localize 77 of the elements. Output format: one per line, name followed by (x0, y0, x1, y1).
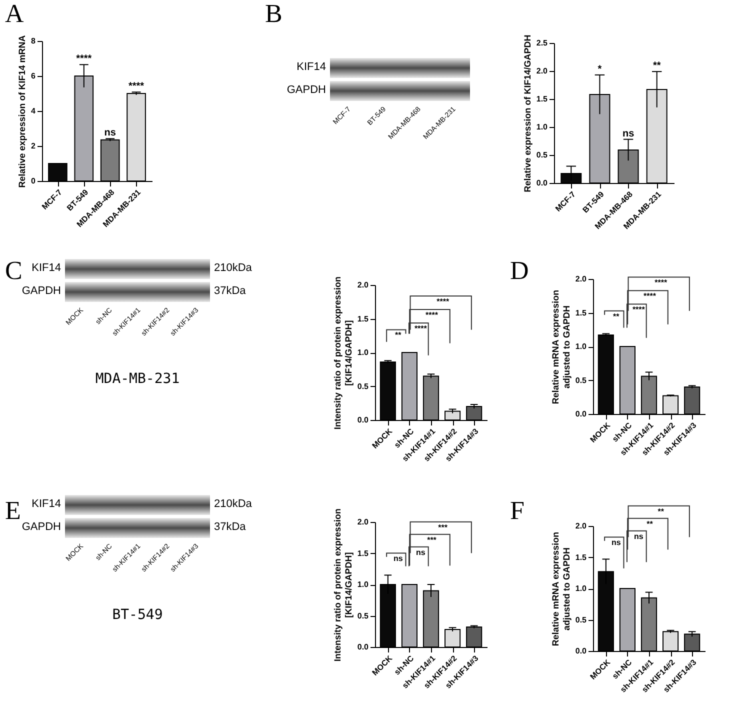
y-tick-label: 1.0 (357, 348, 370, 357)
y-tick-label: 0.0 (536, 178, 548, 188)
y-axis-title: Relative mRNA expression adjusted to GAPDH (550, 290, 572, 404)
chart-title: A (5, 0, 24, 28)
y-tick-label: 0.5 (357, 611, 370, 620)
text: MDA-MB-231 (94, 371, 181, 387)
annotation: ns (104, 128, 116, 139)
text: KIF14 (296, 61, 326, 73)
y-axis-title: Relative mRNA expression adjusted to GAPDH (550, 532, 572, 646)
y-axis-title: Intensity ratio of protein expression [KIF14/GAPDH] (332, 276, 354, 430)
text: C (5, 256, 22, 285)
text: BT-549 (111, 607, 164, 623)
y-tick-label: 2 (31, 142, 36, 150)
y-tick-label: 0.5 (357, 382, 370, 391)
y-tick-label: 2.0 (575, 274, 588, 284)
annotation: ns (416, 548, 426, 557)
y-tick-label: 0.0 (357, 642, 370, 652)
annotation: ** (613, 312, 620, 321)
annotation: ** (652, 60, 661, 72)
annotation: **** (76, 54, 92, 65)
text: 37kDa (214, 521, 246, 533)
y-tick-label: 1.0 (575, 342, 588, 351)
y-tick-label: 0 (31, 176, 36, 186)
y-tick-label: 6 (31, 72, 36, 80)
y-tick-label: 0.0 (575, 646, 588, 656)
chart-title: F (510, 496, 524, 525)
y-tick-label: 2.0 (357, 518, 370, 526)
text: GAPDH (20, 285, 61, 297)
text: GAPDH (22, 521, 61, 533)
annotation: *** (438, 522, 448, 532)
y-tick-label: 1.5 (575, 552, 588, 562)
text: KIF14 (32, 498, 61, 510)
y-tick-label: 1.5 (357, 314, 370, 324)
annotation: ** (395, 330, 402, 340)
text: 210kDa (214, 262, 252, 274)
y-tick-label: 1.5 (536, 94, 548, 104)
y-tick-label: 0.0 (575, 410, 588, 418)
y-axis-title: Relative expression of KIF14/GAPDH (522, 34, 532, 192)
y-tick-label: 1.0 (357, 580, 370, 589)
y-tick-label: 2.5 (536, 38, 548, 48)
text: 37kDa (214, 285, 246, 297)
annotation: *** (427, 535, 438, 544)
y-tick-label: 0.0 (357, 416, 370, 424)
annotation: ns (622, 128, 635, 140)
y-tick-label: 2.0 (575, 522, 588, 530)
annotation: **** (654, 278, 668, 288)
y-tick-label: 0.5 (536, 150, 548, 160)
y-axis-title: Relative expression of KIF14 mRNA (17, 34, 28, 188)
y-tick-label: 0.5 (575, 615, 588, 624)
annotation: **** (426, 310, 439, 320)
annotation: **** (644, 292, 657, 301)
text: ** (658, 506, 665, 516)
text: 210kDa (214, 498, 252, 510)
text: KIF14 (32, 262, 61, 274)
annotation: **** (414, 324, 428, 333)
y-tick-label: 1.5 (575, 308, 588, 318)
y-tick-label: 1.0 (536, 122, 548, 132)
y-tick-label: 0.5 (575, 376, 588, 385)
y-tick-label: 1.0 (575, 584, 588, 593)
text: B (265, 0, 282, 28)
y-tick-label: 2.0 (536, 66, 548, 76)
text: E (5, 496, 21, 525)
annotation: ns (611, 538, 622, 548)
y-tick-label: 4 (31, 106, 36, 116)
y-tick-label: 8 (31, 36, 36, 46)
y-tick-label: 2.0 (357, 280, 370, 290)
annotation: **** (632, 305, 646, 314)
annotation: ns (634, 532, 644, 541)
annotation: **** (128, 81, 144, 92)
text: GAPDH (286, 84, 326, 96)
annotation: * (598, 64, 602, 75)
y-axis-title: Intensity ratio of protein expression [KIF14/GAPDH] (332, 508, 354, 662)
annotation: ** (646, 519, 654, 528)
annotation: **** (436, 296, 450, 306)
annotation: ns (393, 554, 404, 564)
y-tick-label: 1.5 (357, 548, 370, 558)
chart-title: D (510, 256, 529, 285)
